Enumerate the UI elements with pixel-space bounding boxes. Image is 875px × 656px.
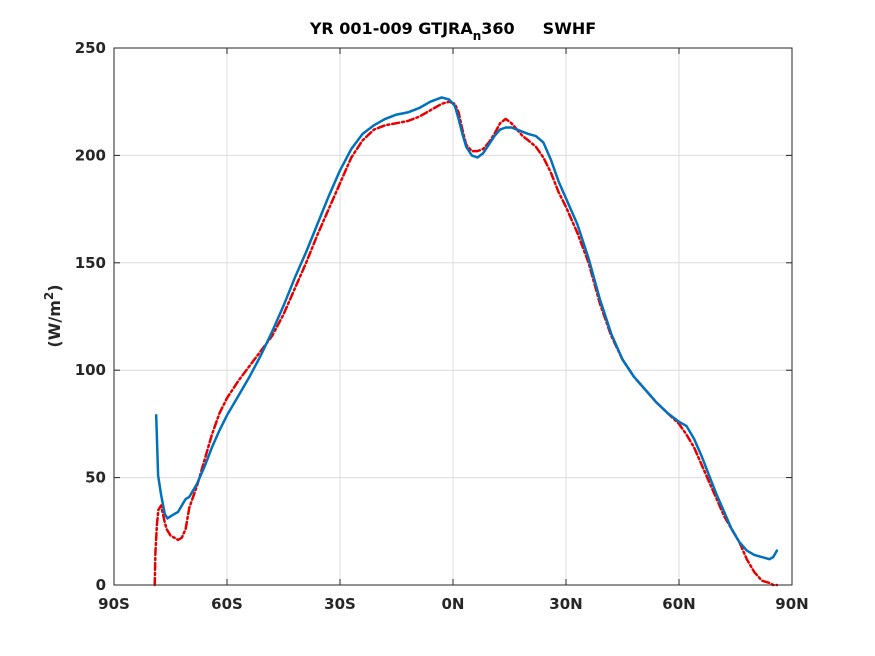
x-tick-label: 30S — [324, 595, 356, 613]
x-tick-label: 0N — [442, 595, 465, 613]
title-variable: SWHF — [543, 19, 597, 38]
y-tick-label: 250 — [75, 39, 106, 57]
grid-lines — [114, 48, 792, 585]
x-tick-labels: 90S 60S 30S 0N 30N 60N 90N — [98, 595, 809, 613]
x-tick-label: 30N — [549, 595, 582, 613]
ylabel-suffix: ) — [45, 284, 64, 291]
y-tick-label: 100 — [75, 361, 106, 379]
x-tick-label: 60N — [662, 595, 695, 613]
y-tick-label: 150 — [75, 254, 106, 272]
title-subscript: n — [473, 29, 482, 43]
y-tick-label: 0 — [96, 576, 106, 594]
tick-marks — [113, 47, 793, 586]
x-tick-label: 90N — [775, 595, 808, 613]
ylabel-superscript: 2 — [42, 292, 56, 300]
y-axis-label: (W/m2) — [42, 284, 64, 347]
series-layer — [153, 96, 779, 587]
x-tick-label: 60S — [211, 595, 243, 613]
x-tick-label: 90S — [98, 595, 130, 613]
y-tick-label: 50 — [85, 469, 106, 487]
title-prefix: YR 001-009 GTJRA — [309, 19, 474, 38]
y-tick-labels: 0 50 100 150 200 250 — [75, 39, 106, 594]
title-suffix: 360 — [481, 19, 514, 38]
ylabel-prefix: (W/m — [45, 300, 64, 347]
y-tick-label: 200 — [75, 146, 106, 164]
series-line-solid — [154, 96, 779, 561]
chart-title: YR 001-009 GTJRAn360 SWHF — [309, 19, 596, 43]
